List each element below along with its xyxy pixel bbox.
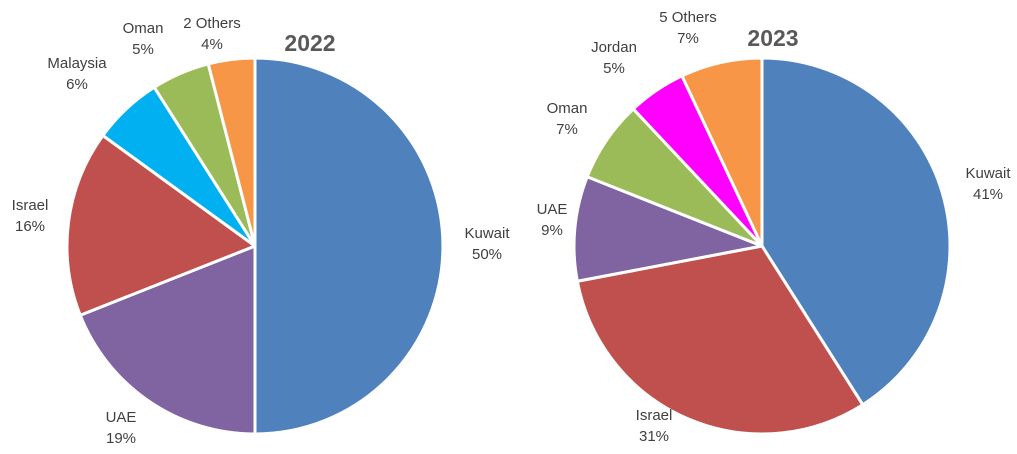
slice-label-2022-oman: Oman 5% [123, 20, 164, 58]
pie-slice-2023-uae [572, 175, 764, 283]
pie-slice-2022-israel [65, 134, 257, 317]
slice-label-2022-kuwait: Kuwait 50% [464, 225, 510, 263]
pie-slice-2022-2-others [206, 56, 257, 248]
slice-percent-label: 41% [973, 186, 1003, 203]
pie-chart-2023: Kuwait 41% Israel 31% UAE 9% Oman 7% Jordan 5% 5 O… [537, 9, 1012, 445]
slice-percent-label: 7% [677, 30, 699, 47]
slice-label-2022-2-others: 2 Others 4% [183, 15, 241, 53]
slice-category-label: Israel [12, 197, 49, 214]
chart-title-2023: 2023 [747, 25, 798, 51]
slice-percent-label: 7% [556, 121, 578, 138]
slice-label-2023-jordan: Jordan 5% [591, 39, 637, 77]
slice-label-2023-5-others: 5 Others 7% [659, 9, 717, 47]
slice-percent-label: 4% [201, 36, 223, 53]
slice-category-label: Malaysia [47, 55, 107, 72]
slice-percent-label: 5% [603, 60, 625, 77]
slice-category-label: Kuwait [965, 165, 1011, 182]
slice-label-2022-malaysia: Malaysia 6% [47, 55, 107, 93]
slice-category-label: Kuwait [464, 225, 510, 242]
pie-slice-2023-israel [575, 244, 865, 436]
slice-category-label: 5 Others [659, 9, 717, 26]
slice-label-2023-oman: Oman 7% [547, 100, 588, 138]
slice-label-2022-israel: Israel 16% [12, 197, 49, 235]
slice-category-label: UAE [537, 201, 568, 218]
slice-category-label: UAE [106, 409, 137, 426]
slice-label-2023-uae: UAE 9% [537, 201, 568, 239]
slice-category-label: Oman [547, 100, 588, 117]
slice-label-2023-kuwait: Kuwait 41% [965, 165, 1011, 203]
pie-slice-2022-kuwait [253, 56, 445, 436]
pie-slice-2022-uae [78, 244, 257, 436]
slice-percent-label: 5% [132, 41, 154, 58]
pie-slice-2023-5-others [680, 56, 764, 248]
slice-category-label: 2 Others [183, 15, 241, 32]
pie-chart-2022: Kuwait 50% UAE 19% Israel 16% Malaysia 6% Oman 5%… [12, 15, 511, 447]
slice-category-label: Israel [636, 407, 673, 424]
slice-percent-label: 9% [541, 222, 563, 239]
slice-category-label: Oman [123, 20, 164, 37]
slice-category-label: Jordan [591, 39, 637, 56]
slice-percent-label: 16% [15, 218, 45, 235]
chart-title-2022: 2022 [284, 30, 335, 56]
slice-percent-label: 19% [106, 430, 136, 447]
slice-percent-label: 31% [639, 428, 669, 445]
slice-label-2022-uae: UAE 19% [106, 409, 137, 447]
slice-label-2023-israel: Israel 31% [636, 407, 673, 445]
slice-percent-label: 50% [472, 246, 502, 263]
slice-percent-label: 6% [66, 76, 88, 93]
